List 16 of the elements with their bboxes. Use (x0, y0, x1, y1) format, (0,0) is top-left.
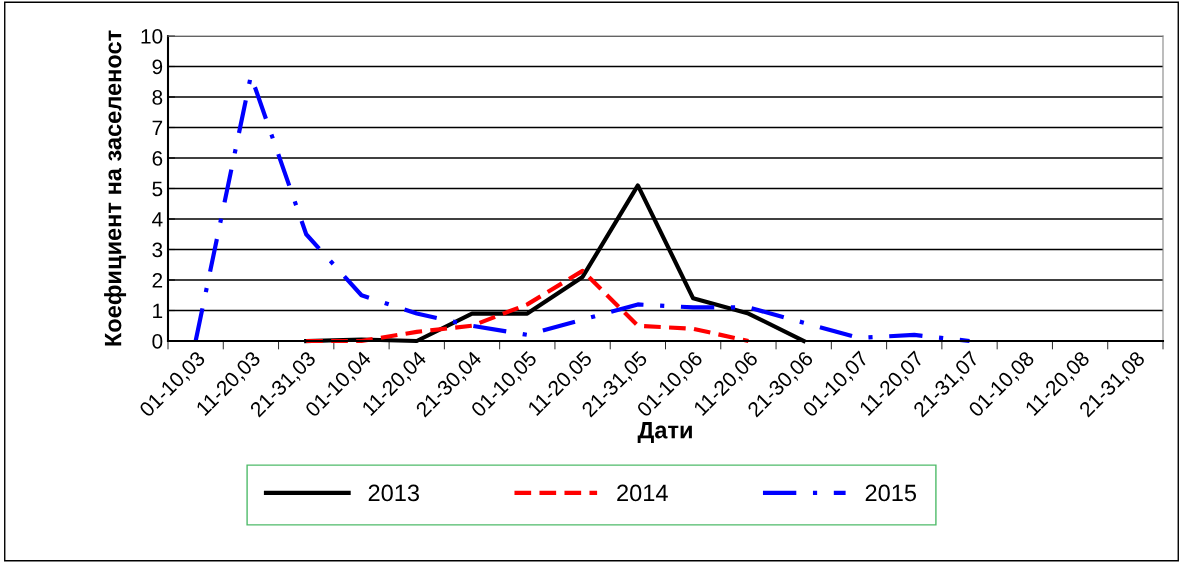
y-tick-label: 8 (152, 90, 163, 105)
y-axis-title: Коефициент на заселеност (104, 30, 127, 346)
y-tick-label: 6 (152, 151, 163, 166)
y-tick-label: 9 (152, 59, 163, 75)
y-tick-label: 3 (152, 242, 163, 258)
y-tick-label: 10 (141, 29, 163, 44)
y-tick-label: 0 (152, 334, 163, 349)
x-axis-title: Дати (637, 422, 692, 444)
y-tick-label: 7 (152, 120, 163, 136)
y-tick-label: 1 (153, 303, 163, 319)
y-tick-label: 5 (152, 181, 163, 197)
legend-label: 2014 (617, 484, 668, 502)
legend-label: 2013 (368, 484, 419, 502)
legend-label: 2015 (865, 484, 917, 502)
y-tick-label: 2 (152, 273, 163, 288)
y-tick-label: 4 (152, 212, 163, 227)
